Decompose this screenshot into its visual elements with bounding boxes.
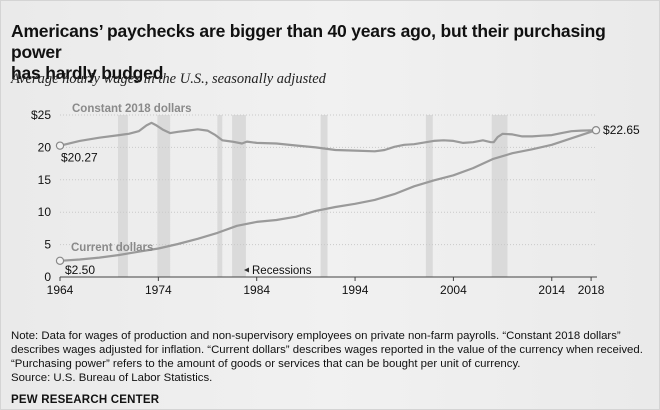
note-line-2: describes wages adjusted for inflation. … <box>11 344 643 356</box>
end-point <box>591 126 601 135</box>
recession-band-1 <box>118 115 128 277</box>
wage-line-chart: 0 5 10 15 20 $25 1964 1974 1984 1994 2004 2014 2018 $… <box>31 103 640 297</box>
recession-band-2 <box>157 115 171 277</box>
y-tick-label-15: 15 <box>38 173 52 187</box>
recession-band-5 <box>320 115 328 277</box>
series-line-constant-dollars <box>59 121 597 153</box>
recession-band-6 <box>425 115 433 277</box>
note-line-1: Note: Data for wages of production and n… <box>11 330 621 342</box>
note-line-3: “Purchasing power” refers to the amount … <box>11 358 521 370</box>
x-tick-label-2014: 2014 <box>538 283 565 297</box>
y-tick-label-20: 20 <box>38 140 52 154</box>
series-line-current-dollars <box>59 129 597 262</box>
publisher-logo-text: PEW RESEARCH CENTER <box>11 394 160 406</box>
chart-title-line-2: has hardly budged <box>11 63 164 83</box>
current-start-point <box>55 256 65 265</box>
constant-start-label: $20.27 <box>61 151 98 165</box>
x-tick-label-1964: 1964 <box>47 283 74 297</box>
y-tick-label-0: 0 <box>44 270 51 284</box>
recession-band-4 <box>232 115 246 277</box>
series-label-constant-dollars: Constant 2018 dollars <box>72 103 192 115</box>
chart-title: Americans’ paychecks are bigger than 40 … <box>11 21 651 84</box>
y-tick-label-5: 5 <box>44 238 51 252</box>
recession-band-7 <box>491 115 508 277</box>
chart-subtitle: Average hourly wages in the U.S., season… <box>11 71 326 87</box>
y-tick-label-25: $25 <box>31 108 51 122</box>
end-value-label: $22.65 <box>603 123 640 137</box>
recessions-pointer-icon <box>244 267 249 273</box>
x-tick-label-2018: 2018 <box>578 283 605 297</box>
recessions-label: Recessions <box>252 265 312 277</box>
constant-start-point <box>55 141 65 150</box>
x-tick-label-2004: 2004 <box>440 283 467 297</box>
x-tick-label-1994: 1994 <box>342 283 369 297</box>
source-line: Source: U.S. Bureau of Labor Statistics. <box>11 372 213 384</box>
recession-band-3 <box>217 115 223 277</box>
current-start-label: $2.50 <box>65 263 95 277</box>
x-tick-label-1974: 1974 <box>145 283 172 297</box>
x-tick-label-1984: 1984 <box>243 283 270 297</box>
chart-title-line-1: Americans’ paychecks are bigger than 40 … <box>11 21 606 62</box>
chart-note: Note: Data for wages of production and n… <box>11 329 651 385</box>
series-label-current-dollars: Current dollars <box>71 242 153 254</box>
y-tick-label-10: 10 <box>38 205 52 219</box>
